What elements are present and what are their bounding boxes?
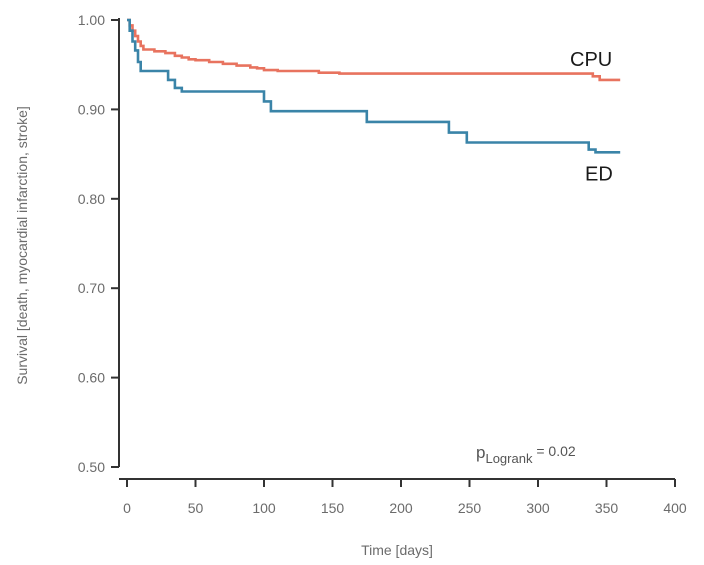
y-tick-label: 0.60 (78, 370, 105, 386)
x-tick-label: 300 (526, 500, 550, 516)
labels-layer: Time [days] Survival [death, myocardial i… (14, 49, 613, 558)
x-tick-label: 150 (321, 500, 345, 516)
series-line-ed (127, 18, 621, 154)
y-tick-label: 0.80 (78, 191, 105, 207)
x-tick-label: 200 (389, 500, 413, 516)
x-tick-label: 50 (188, 500, 204, 516)
x-tick-label: 100 (252, 500, 276, 516)
series-label-cpu: CPU (570, 49, 612, 71)
pvalue-value: = 0.02 (532, 443, 575, 459)
axes: 0.50 0.60 0.70 0.80 0.90 1.00 0 50 100 150 200 250 3… (78, 12, 687, 516)
x-tick-label: 400 (663, 500, 687, 516)
series-layer (127, 18, 621, 154)
y-tick-label: 0.70 (78, 280, 105, 296)
y-axis-title: Survival [death, myocardial infarction, … (14, 106, 30, 385)
y-tick-label: 1.00 (78, 12, 105, 28)
x-tick-label: 350 (595, 500, 619, 516)
x-tick-label: 250 (458, 500, 482, 516)
x-axis-title: Time [days] (361, 542, 433, 558)
y-tick-label: 0.90 (78, 101, 105, 117)
series-line-cpu (127, 18, 621, 82)
pvalue-annotation: pLogrank = 0.02 (476, 443, 576, 466)
x-tick-label: 0 (123, 500, 131, 516)
pvalue-subscript: Logrank (485, 451, 532, 466)
series-label-ed: ED (585, 163, 613, 185)
y-tick-label: 0.50 (78, 459, 105, 475)
pvalue-p: p (476, 443, 485, 462)
